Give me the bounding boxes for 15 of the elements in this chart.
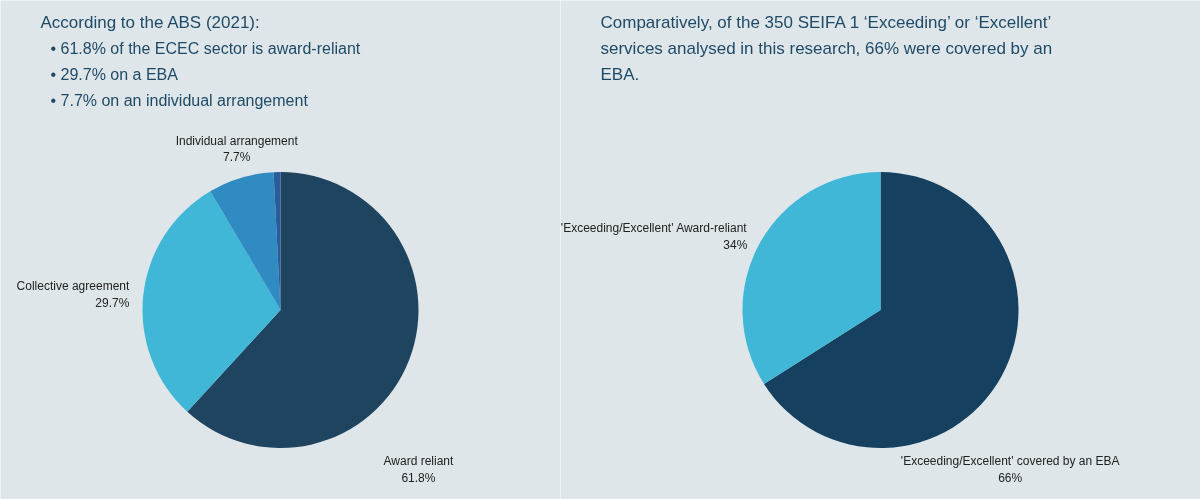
chart-title: According to the ABS (2021):: [40, 12, 260, 32]
data-label: 61.8%: [401, 470, 436, 485]
chart-title: Comparatively, of the 350 SEIFA 1 ‘Exceeding’ or ‘Excellent’ services analysed in this research, 66% were covered by an EBA.: [600, 12, 1053, 84]
text: • 29.7% on a EBA: [50, 65, 179, 83]
slice-label: Collective agreement: [16, 278, 130, 293]
text: • 61.8% of the ECEC sector is award-reliant: [50, 39, 361, 57]
slice-label: 'Exceeding/Excellent' Award-reliant: [560, 221, 748, 236]
slice-label: 'Exceeding/Excellent' covered by an EBA: [900, 454, 1120, 468]
slice-label: Individual arrangement: [175, 133, 299, 148]
data-label: 66%: [998, 470, 1023, 485]
data-label: 34%: [723, 238, 748, 253]
data-label: 7.7%: [223, 150, 251, 165]
data-label: 29.7%: [95, 295, 130, 310]
slice-label: Award reliant: [383, 454, 455, 468]
text: • 7.7% on an individual arrangement: [50, 91, 309, 109]
